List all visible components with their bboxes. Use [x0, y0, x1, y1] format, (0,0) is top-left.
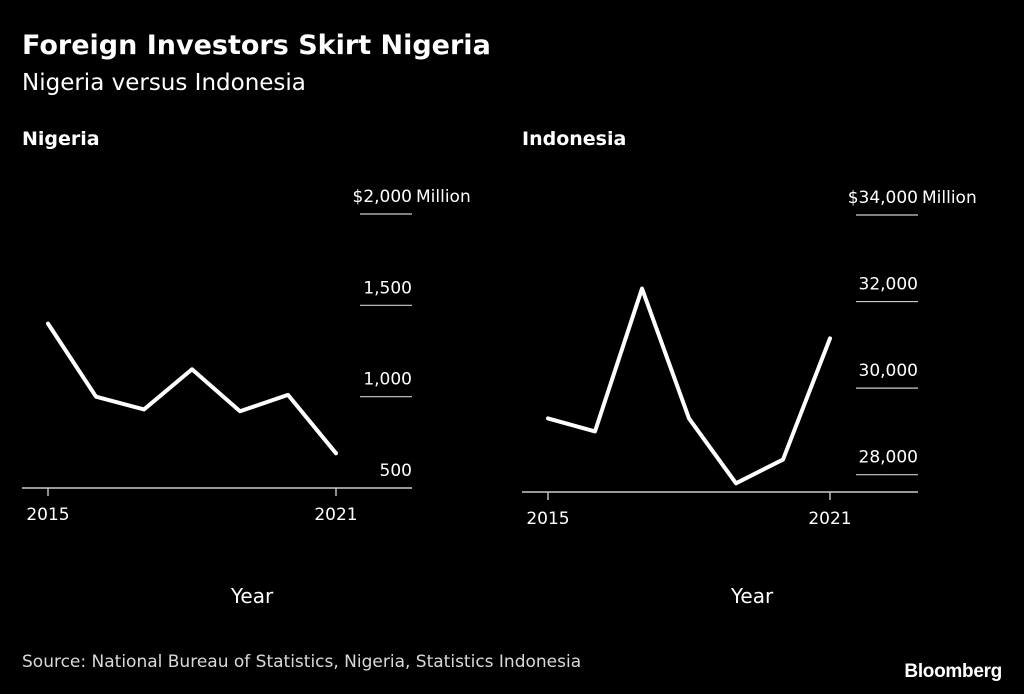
y-tick-label-top: $34,000 — [848, 188, 918, 208]
panel-title-indonesia: Indonesia — [522, 128, 627, 150]
y-tick-label: 32,000 — [859, 275, 918, 295]
y-tick-label: 500 — [380, 461, 412, 481]
x-tick-label: 2015 — [526, 509, 569, 529]
currency-prefix: $ — [848, 188, 859, 208]
series-line-indonesia — [546, 286, 832, 486]
chart-title: Foreign Investors Skirt Nigeria — [22, 30, 491, 61]
unit-label: Million — [922, 188, 977, 208]
y-tick-value: 34,000 — [859, 188, 918, 208]
x-tick-label: 2015 — [26, 505, 69, 525]
x-axis-title: Year — [730, 584, 774, 608]
source-note: Source: National Bureau of Statistics, N… — [22, 652, 582, 672]
y-tick-label: 1,500 — [363, 278, 412, 298]
y-tick-label-top: $2,000 — [353, 187, 413, 207]
chart-subtitle: Nigeria versus Indonesia — [22, 70, 306, 96]
series-line-nigeria — [46, 321, 338, 456]
y-tick-label: 28,000 — [859, 448, 918, 468]
bloomberg-logo: Bloomberg — [904, 661, 1002, 682]
panel-title-nigeria: Nigeria — [22, 128, 100, 150]
x-axis-title: Year — [230, 584, 274, 608]
y-tick-label: 30,000 — [859, 361, 918, 381]
currency-prefix: $ — [353, 187, 364, 207]
x-tick-label: 2021 — [808, 509, 851, 529]
y-tick-value: 2,000 — [363, 187, 412, 207]
unit-label: Million — [416, 187, 471, 207]
x-tick-label: 2021 — [314, 505, 357, 525]
y-tick-label: 1,000 — [363, 370, 412, 390]
